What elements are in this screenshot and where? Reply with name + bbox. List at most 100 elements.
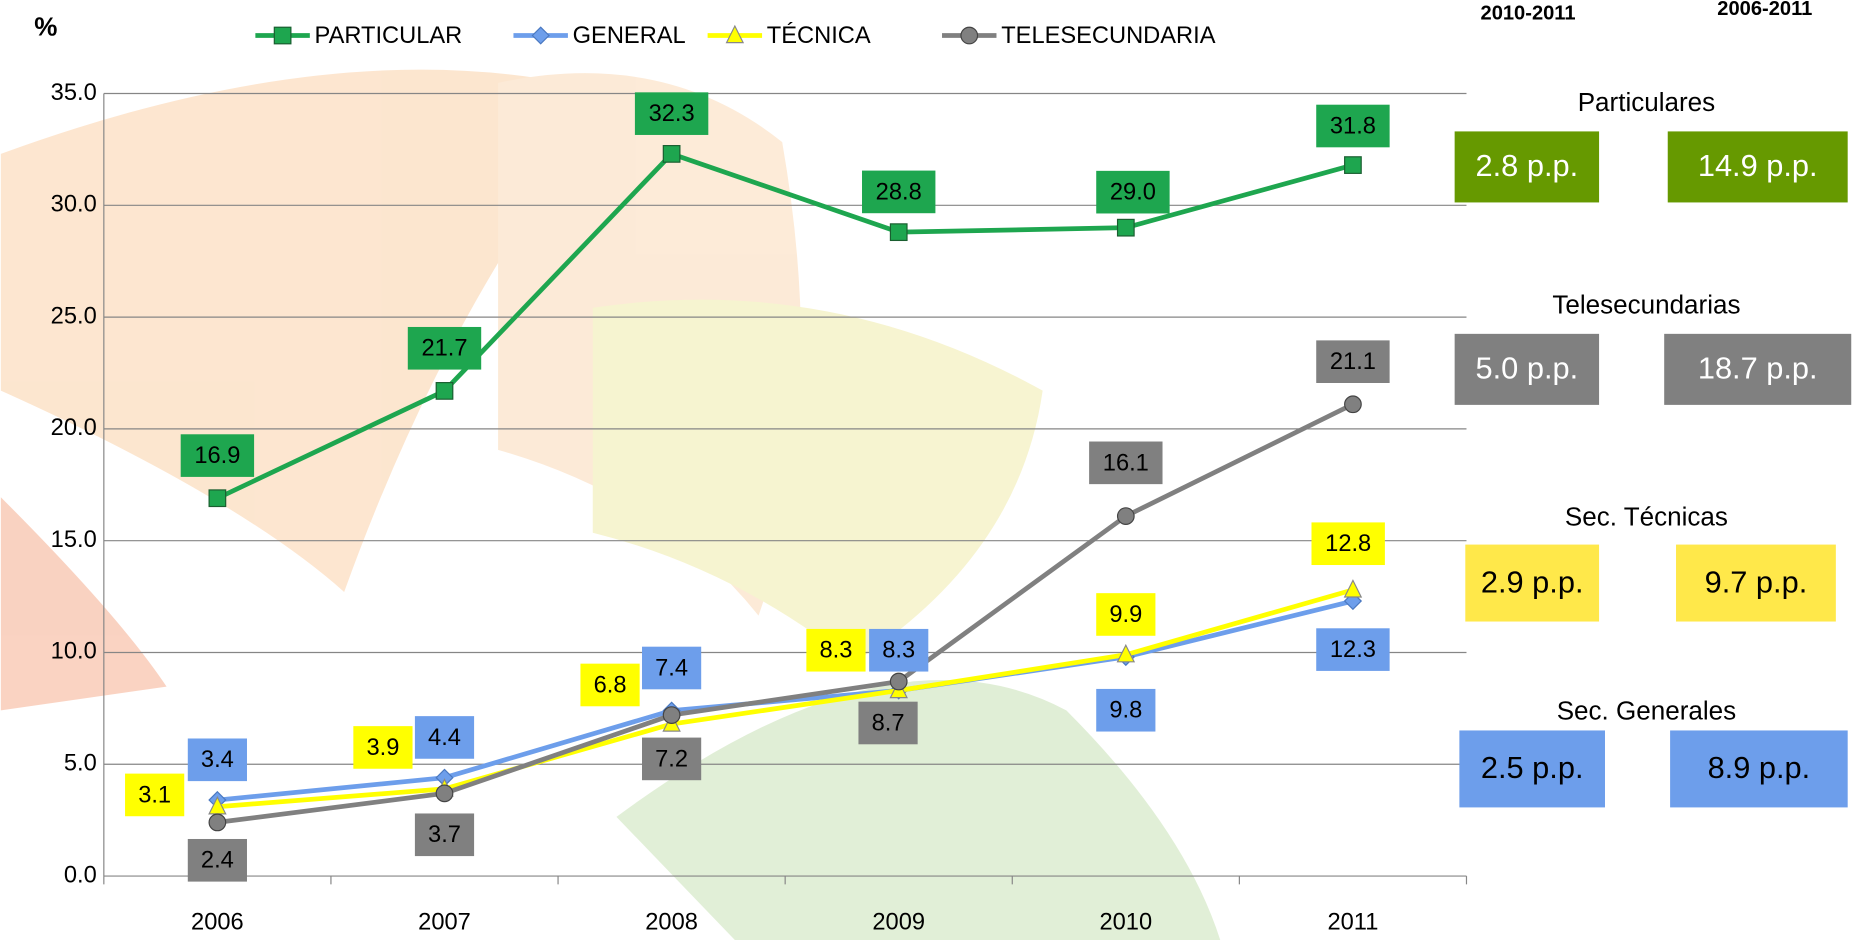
panel-header: 2010-2011: [1481, 3, 1576, 25]
legend-marker: [531, 26, 550, 45]
data-label-box: [858, 701, 918, 745]
data-label-box: [414, 716, 475, 759]
x-tick-label: 2010: [1099, 910, 1152, 936]
data-label-box: [806, 628, 866, 672]
legend-label: PARTICULAR: [315, 23, 463, 49]
marker: [1116, 507, 1135, 525]
panel-group-title: Sec. Generales: [1557, 696, 1736, 726]
x-tick-label: 2006: [191, 910, 244, 936]
data-label: 6.8: [594, 672, 627, 698]
data-label: 7.4: [655, 655, 688, 681]
panel-box: [1454, 333, 1600, 405]
panel-group-title: Sec. Técnicas: [1565, 501, 1728, 531]
data-label: 7.2: [655, 746, 688, 772]
legend-marker: [273, 26, 292, 45]
marker: [889, 672, 908, 691]
panel-box: [1676, 544, 1836, 622]
data-label-box: [634, 92, 709, 135]
panel-box: [1670, 730, 1848, 808]
data-label-box: [353, 726, 413, 769]
marker: [662, 706, 681, 724]
data-label: 9.8: [1109, 698, 1142, 724]
data-label: 21.7: [421, 336, 467, 362]
panel-value: 5.0 p.p.: [1476, 351, 1579, 386]
data-label: 12.3: [1330, 637, 1376, 663]
data-label: 32.3: [649, 101, 695, 127]
data-label: 9.9: [1109, 602, 1142, 628]
data-label: 8.7: [872, 710, 905, 736]
data-label-box: [580, 663, 640, 707]
panel-value: 2.8 p.p.: [1476, 148, 1579, 183]
marker: [1116, 643, 1136, 663]
x-tick-label: 2011: [1327, 910, 1378, 936]
data-label: 16.1: [1103, 450, 1149, 476]
x-tick-label: 2007: [418, 910, 471, 936]
data-label-box: [1316, 340, 1390, 383]
legend-marker: [960, 26, 979, 45]
panel-box: [1664, 333, 1852, 405]
data-label: 3.1: [138, 782, 171, 808]
data-label: 21.1: [1330, 349, 1376, 375]
data-label: 12.8: [1325, 531, 1371, 557]
legend-label: TÉCNICA: [767, 22, 871, 49]
panel-value: 18.7 p.p.: [1698, 351, 1818, 386]
data-label-box: [180, 434, 255, 477]
data-label-box: [1316, 628, 1390, 671]
panel-box: [1667, 131, 1848, 203]
panel-value: 9.7 p.p.: [1705, 564, 1808, 599]
data-label-box: [187, 738, 247, 782]
y-tick-label: 5.0: [64, 751, 97, 777]
y-axis-label: %: [34, 11, 57, 41]
data-label-box: [407, 326, 482, 370]
legend-marker: [725, 24, 745, 44]
panel-box: [1465, 544, 1600, 622]
data-label-box: [869, 628, 929, 672]
data-label-box: [862, 170, 936, 214]
data-label: 3.7: [428, 822, 461, 848]
marker: [1116, 218, 1135, 237]
data-label-box: [125, 773, 185, 817]
data-label-box: [1316, 104, 1390, 148]
data-label-box: [642, 646, 702, 690]
marker: [1344, 156, 1362, 174]
panel-group-title: Particulares: [1578, 87, 1715, 117]
line-series: [217, 587, 1354, 810]
panel-value: 2.9 p.p.: [1481, 564, 1584, 599]
data-label-box: [1096, 170, 1170, 214]
data-label: 2.4: [201, 848, 234, 874]
y-tick-label: 25.0: [51, 303, 97, 329]
data-label: 16.9: [194, 443, 240, 469]
data-label-box: [642, 737, 702, 781]
marker: [1343, 579, 1363, 598]
marker: [662, 145, 681, 163]
y-tick-label: 30.0: [51, 192, 97, 218]
data-label: 8.3: [882, 638, 915, 664]
marker: [435, 784, 454, 803]
panel-value: 2.5 p.p.: [1481, 750, 1584, 785]
y-tick-label: 10.0: [51, 639, 97, 665]
data-label-box: [1096, 688, 1156, 732]
data-label: 28.8: [876, 179, 922, 205]
y-tick-label: 15.0: [51, 527, 97, 553]
x-tick-label: 2009: [872, 910, 925, 936]
data-label: 29.0: [1110, 180, 1156, 206]
line-series: [217, 402, 1354, 825]
panel-value: 14.9 p.p.: [1698, 148, 1818, 183]
data-label: 3.4: [201, 747, 234, 773]
legend-label: TELESECUNDARIA: [1001, 23, 1215, 49]
line-series: [216, 151, 1354, 501]
panel-header: 2006-2011: [1717, 0, 1812, 20]
marker: [1344, 395, 1362, 414]
panel-value: 8.9 p.p.: [1708, 750, 1811, 785]
panel-box: [1459, 730, 1605, 808]
data-label: 8.3: [820, 638, 853, 664]
marker: [208, 813, 227, 832]
data-label-box: [187, 838, 247, 882]
data-label-box: [1089, 441, 1163, 485]
panel-group-title: Telesecundarias: [1552, 289, 1740, 319]
background-decoration: [0, 69, 1221, 940]
data-label-box: [1096, 593, 1156, 636]
data-label: 4.4: [428, 725, 461, 751]
legend-label: GENERAL: [573, 23, 686, 49]
